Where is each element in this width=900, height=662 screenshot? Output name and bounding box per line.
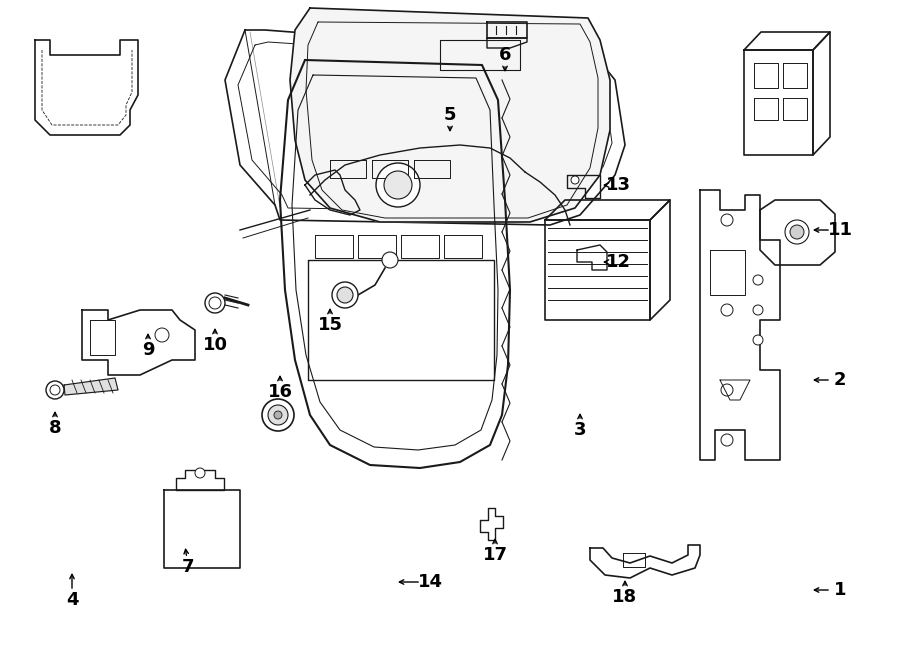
Circle shape xyxy=(382,252,398,268)
Circle shape xyxy=(50,385,60,395)
Text: 3: 3 xyxy=(574,421,586,439)
Circle shape xyxy=(337,287,353,303)
Text: 17: 17 xyxy=(482,546,508,564)
Circle shape xyxy=(790,225,804,239)
Circle shape xyxy=(195,468,205,478)
Text: 5: 5 xyxy=(444,106,456,124)
Polygon shape xyxy=(64,378,118,395)
Circle shape xyxy=(268,405,288,425)
Circle shape xyxy=(721,304,733,316)
Circle shape xyxy=(332,282,358,308)
Circle shape xyxy=(721,384,733,396)
Text: 9: 9 xyxy=(142,341,154,359)
Text: 13: 13 xyxy=(606,176,631,194)
Text: 11: 11 xyxy=(827,221,852,239)
Circle shape xyxy=(155,328,169,342)
Circle shape xyxy=(721,214,733,226)
Circle shape xyxy=(205,293,225,313)
Circle shape xyxy=(262,399,294,431)
Text: 8: 8 xyxy=(49,419,61,437)
Text: 14: 14 xyxy=(418,573,443,591)
Circle shape xyxy=(274,411,282,419)
Circle shape xyxy=(209,297,221,309)
Circle shape xyxy=(753,305,763,315)
Text: 7: 7 xyxy=(182,558,194,576)
Circle shape xyxy=(46,381,64,399)
Text: 1: 1 xyxy=(833,581,846,599)
Text: 12: 12 xyxy=(606,253,631,271)
Text: 15: 15 xyxy=(318,316,343,334)
Text: 2: 2 xyxy=(833,371,846,389)
Circle shape xyxy=(571,176,579,184)
Circle shape xyxy=(785,220,809,244)
Circle shape xyxy=(753,275,763,285)
Circle shape xyxy=(376,163,420,207)
Circle shape xyxy=(721,434,733,446)
Text: 16: 16 xyxy=(267,383,293,401)
Circle shape xyxy=(384,171,412,199)
Text: 4: 4 xyxy=(66,591,78,609)
Polygon shape xyxy=(290,8,610,222)
Text: 18: 18 xyxy=(612,588,637,606)
Circle shape xyxy=(753,335,763,345)
Text: 6: 6 xyxy=(499,46,511,64)
Text: 10: 10 xyxy=(202,336,228,354)
